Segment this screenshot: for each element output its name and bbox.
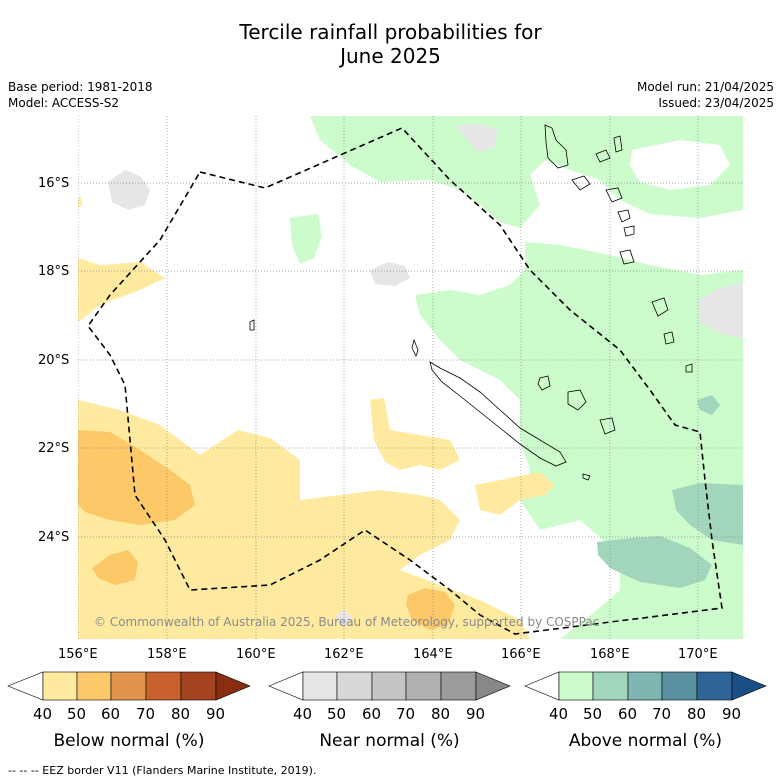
island — [619, 249, 635, 265]
island — [411, 338, 419, 358]
island — [685, 363, 693, 373]
island — [605, 187, 623, 203]
model-run-text: Model run: 21/04/2025 — [636, 80, 774, 94]
no-signal-region — [630, 140, 730, 190]
cb2-tick: 40 — [293, 705, 313, 723]
cb1-tick: 80 — [171, 705, 191, 723]
below-normal-60-region — [78, 430, 195, 525]
cb3-tick: 70 — [652, 705, 672, 723]
eez-footer-note: -- -- -- EEZ border V11 (Flanders Marine… — [8, 764, 317, 777]
near-normal-region — [698, 282, 743, 338]
cb1-tick: 90 — [206, 705, 226, 723]
below-normal-region — [475, 472, 555, 515]
map-title-line2: June 2025 — [340, 44, 441, 68]
lon-label: 162°E — [324, 647, 364, 662]
colorbar-above-label: Above normal (%) — [568, 731, 723, 751]
cb1-tick: 50 — [67, 705, 87, 723]
lon-label: 158°E — [147, 647, 187, 662]
lon-label: 156°E — [58, 647, 98, 662]
cb1-tick: 40 — [33, 705, 53, 723]
island — [663, 331, 675, 345]
lat-label: 24°S — [38, 530, 70, 545]
island — [617, 209, 631, 223]
above-normal-60-region — [597, 536, 712, 588]
near-normal-region — [455, 124, 498, 152]
colorbar-near-label: Near normal (%) — [319, 731, 460, 751]
above-normal-region — [290, 214, 322, 264]
island — [623, 225, 635, 237]
below-normal-60-region — [92, 550, 138, 585]
colorbar-above-normal — [524, 671, 767, 701]
colorbar-near-normal — [268, 671, 511, 701]
graticule — [78, 116, 743, 639]
cb2-tick: 60 — [362, 705, 382, 723]
issued-text: Issued: 23/04/2025 — [658, 96, 774, 110]
lat-label: 20°S — [38, 353, 70, 368]
above-normal-60-region — [697, 395, 720, 415]
below-normal-region — [78, 258, 165, 322]
island — [567, 389, 587, 411]
lon-label: 168°E — [590, 647, 630, 662]
island — [537, 375, 551, 391]
lon-label: 160°E — [236, 647, 276, 662]
island — [599, 417, 616, 435]
island — [582, 473, 591, 481]
cb3-tick: 90 — [722, 705, 742, 723]
island — [249, 319, 255, 331]
near-normal-region — [108, 170, 150, 210]
cb1-tick: 70 — [136, 705, 156, 723]
lat-label: 16°S — [38, 176, 70, 191]
below-normal-region — [78, 195, 82, 208]
cb2-tick: 80 — [431, 705, 451, 723]
below-normal-60-region — [406, 588, 455, 630]
cb2-tick: 70 — [396, 705, 416, 723]
below-normal-region — [78, 400, 530, 639]
colorbar-below-normal — [7, 671, 251, 701]
copyright-text: © Commonwealth of Australia 2025, Bureau… — [94, 615, 600, 629]
island — [544, 124, 569, 169]
cb3-tick: 40 — [549, 705, 569, 723]
map-title-line1: Tercile rainfall probabilities for — [239, 20, 542, 44]
lon-label: 166°E — [501, 647, 541, 662]
cb3-tick: 60 — [618, 705, 638, 723]
lon-label: 170°E — [678, 647, 718, 662]
lon-label: 164°E — [413, 647, 453, 662]
base-period-text: Base period: 1981-2018 — [8, 80, 153, 94]
eez-border — [87, 127, 723, 635]
colorbar-below-label: Below normal (%) — [53, 731, 205, 751]
cb2-tick: 50 — [327, 705, 347, 723]
cb1-tick: 60 — [101, 705, 121, 723]
cb2-tick: 90 — [466, 705, 486, 723]
cb3-tick: 50 — [583, 705, 603, 723]
below-normal-region — [370, 398, 460, 470]
lat-label: 22°S — [38, 441, 70, 456]
map-area — [78, 116, 743, 639]
island — [571, 175, 591, 191]
cb3-tick: 80 — [687, 705, 707, 723]
above-normal-60-region — [672, 483, 743, 545]
new-caledonia-island — [429, 361, 567, 467]
lat-label: 18°S — [38, 264, 70, 279]
near-normal-region — [370, 262, 410, 286]
island — [613, 135, 623, 153]
model-text: Model: ACCESS-S2 — [8, 96, 120, 110]
island — [595, 149, 611, 163]
island — [651, 297, 669, 317]
